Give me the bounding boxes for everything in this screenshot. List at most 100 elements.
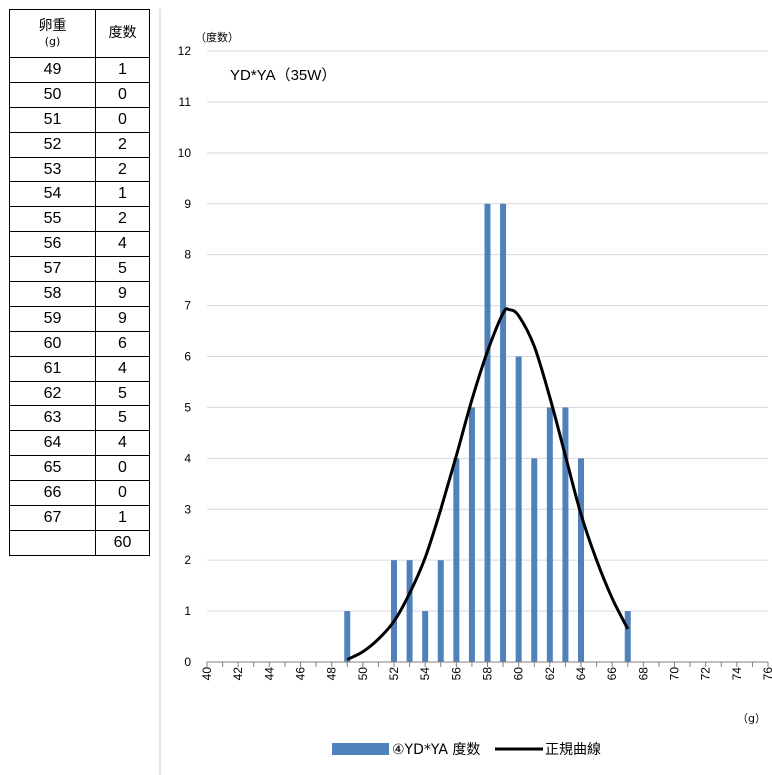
x-tick-label: 52 xyxy=(387,667,401,681)
x-tick-label: 62 xyxy=(543,667,557,681)
count-cell: 9 xyxy=(95,281,150,307)
y-tick-label: 3 xyxy=(184,502,191,516)
table-row: 55 2 xyxy=(9,206,150,233)
chart-title: YD*YA（35W） xyxy=(230,67,336,84)
bar xyxy=(468,407,475,662)
weight-cell: 49 xyxy=(9,57,96,83)
weight-cell: 51 xyxy=(9,106,96,133)
x-tick-label: 64 xyxy=(574,667,588,681)
bar xyxy=(515,356,522,662)
weight-cell: 58 xyxy=(9,281,96,307)
x-tick-label: 58 xyxy=(481,667,495,681)
x-tick-label: 46 xyxy=(294,667,308,681)
legend-bar-swatch xyxy=(332,743,389,755)
x-tick-label: 50 xyxy=(356,667,370,681)
x-tick-label: 56 xyxy=(449,667,463,681)
x-tick-label: 42 xyxy=(231,667,245,681)
count-cell: 0 xyxy=(95,106,150,133)
table-row: 51 0 xyxy=(9,106,150,133)
y-tick-label: 6 xyxy=(184,350,191,364)
table-row: 67 1 xyxy=(9,505,150,531)
count-cell: 2 xyxy=(95,206,150,233)
weight-cell: 57 xyxy=(9,256,96,283)
bar xyxy=(546,407,553,662)
count-cell: 5 xyxy=(95,405,150,432)
count-cell: 0 xyxy=(95,81,150,108)
bar xyxy=(624,611,631,662)
normal-curve-line xyxy=(346,307,630,661)
table-row: 65 0 xyxy=(9,455,150,482)
x-tick-label: 66 xyxy=(605,667,619,681)
bar xyxy=(562,407,569,662)
frequency-table: 卵重 (g) 度数 49 1 50 0 51 0 52 2 53 2 54 1 55 2 56 4 57 5 58 9… xyxy=(9,9,150,556)
weight-cell: 50 xyxy=(9,81,96,108)
weight-cell: 65 xyxy=(9,455,96,482)
bar xyxy=(500,203,507,662)
legend-line-label: 正規曲線 xyxy=(545,742,601,758)
x-tick-label: 48 xyxy=(325,667,339,681)
count-cell: 1 xyxy=(95,57,150,83)
x-tick-label: 44 xyxy=(262,667,276,681)
y-tick-label: 12 xyxy=(178,44,192,58)
bar xyxy=(437,560,444,662)
bar xyxy=(391,560,397,662)
x-tick-label: 68 xyxy=(636,667,650,681)
table-row: 52 2 xyxy=(9,131,150,158)
weight-cell: 55 xyxy=(9,206,96,233)
y-axis-label: （度数） xyxy=(195,30,239,44)
table-row: 56 4 xyxy=(9,231,150,258)
table-row: 54 1 xyxy=(9,181,150,208)
count-cell: 5 xyxy=(95,380,150,407)
bar xyxy=(344,611,351,662)
bar xyxy=(578,458,584,662)
bar xyxy=(531,458,538,662)
weight-cell: 52 xyxy=(9,131,96,158)
x-tick-label: 54 xyxy=(418,667,432,681)
table-total-row: 60 xyxy=(9,529,150,556)
weight-cell: 53 xyxy=(9,156,96,183)
table-row: 64 4 xyxy=(9,430,150,457)
header-count: 度数 xyxy=(95,9,150,58)
count-cell: 9 xyxy=(95,305,150,332)
y-tick-label: 8 xyxy=(184,248,191,262)
y-tick-label: 7 xyxy=(184,299,191,313)
table-row: 53 2 xyxy=(9,156,150,183)
header-weight: 卵重 (g) xyxy=(9,9,96,58)
x-tick-labels: 40 42 44 46 48 50 52 54 56 58 60 62 64 66 68 70 72 74 76 xyxy=(200,662,772,680)
weight-cell: 54 xyxy=(9,181,96,208)
header-weight-unit: (g) xyxy=(44,34,61,48)
count-cell: 5 xyxy=(95,256,150,283)
count-cell: 4 xyxy=(95,430,150,457)
y-tick-label: 10 xyxy=(178,146,192,160)
legend: ④YD*YA 度数 正規曲線 xyxy=(332,742,601,758)
legend-bar-label: ④YD*YA 度数 xyxy=(392,742,480,758)
table-row: 63 5 xyxy=(9,405,150,432)
y-tick-label: 4 xyxy=(184,451,191,465)
bar-series xyxy=(344,203,631,662)
weight-cell: 56 xyxy=(9,231,96,258)
count-cell: 2 xyxy=(95,131,150,158)
y-tick-label: 0 xyxy=(184,655,191,669)
bar xyxy=(453,458,460,662)
y-tick-label: 5 xyxy=(184,400,191,414)
x-tick-label: 40 xyxy=(200,667,214,681)
bar xyxy=(422,611,429,662)
weight-cell: 67 xyxy=(9,505,96,531)
bar xyxy=(406,560,413,662)
count-cell: 1 xyxy=(95,181,150,208)
y-tick-label: 1 xyxy=(184,604,191,618)
y-tick-label: 2 xyxy=(184,553,191,567)
bar xyxy=(484,203,491,662)
x-tick-label: 70 xyxy=(668,667,682,681)
x-tick-label: 76 xyxy=(761,667,772,681)
table-row: 58 9 xyxy=(9,281,150,307)
x-tick-label: 74 xyxy=(730,667,744,681)
count-cell: 1 xyxy=(95,505,150,531)
header-weight-label: 卵重 xyxy=(38,17,67,34)
x-axis-label: （g） xyxy=(737,712,766,725)
y-tick-label: 11 xyxy=(179,95,192,109)
count-cell: 4 xyxy=(95,231,150,258)
y-tick-label: 9 xyxy=(184,197,191,211)
